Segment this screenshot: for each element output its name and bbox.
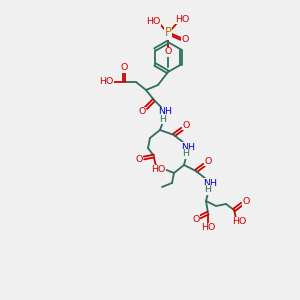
Text: HO: HO [151,166,165,175]
Text: O: O [204,157,212,166]
Text: HO: HO [232,218,246,226]
Text: HO: HO [146,16,160,26]
Text: O: O [164,47,172,56]
Text: O: O [135,154,143,164]
Text: H: H [205,185,212,194]
Text: HO: HO [201,224,215,232]
Text: HO: HO [99,77,113,86]
Text: NH: NH [181,142,195,152]
Text: HO: HO [175,14,189,23]
Text: O: O [120,64,128,73]
Text: O: O [182,121,190,130]
Text: H: H [160,115,167,124]
Text: O: O [138,107,146,116]
Text: P: P [164,26,172,40]
Text: O: O [181,34,189,43]
Text: NH: NH [203,178,217,188]
Text: NH: NH [158,107,172,116]
Text: O: O [242,197,250,206]
Text: O: O [192,214,200,224]
Text: H: H [182,149,190,158]
